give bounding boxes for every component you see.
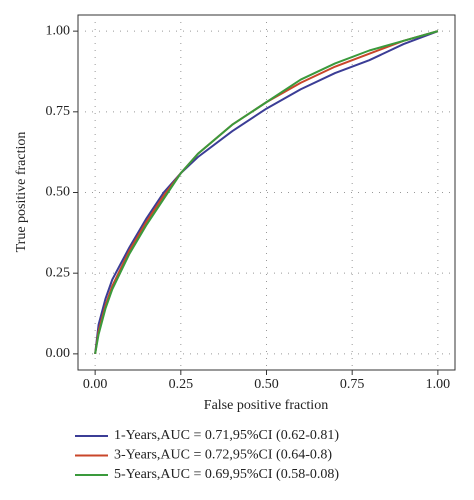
y-tick-label: 0.25	[46, 265, 71, 280]
y-tick-label: 1.00	[46, 23, 71, 38]
y-tick-label: 0.50	[46, 185, 71, 200]
x-axis-title: False positive fraction	[204, 398, 328, 413]
legend-label: 3-Years,AUC = 0.72,95%CI (0.64-0.8)	[114, 448, 332, 463]
y-axis-title: True positive fraction	[14, 132, 29, 253]
legend-label: 1-Years,AUC = 0.71,95%CI (0.62-0.81)	[114, 428, 339, 443]
roc-curve	[94, 30, 439, 355]
x-tick-label: 0.75	[340, 377, 365, 392]
y-tick-label: 0.00	[46, 346, 71, 361]
legend-label: 5-Years,AUC = 0.69,95%CI (0.58-0.08)	[114, 467, 339, 482]
y-tick-label: 0.75	[46, 104, 71, 119]
x-tick-label: 0.50	[254, 377, 279, 392]
x-tick-label: 0.25	[169, 377, 194, 392]
x-tick-label: 0.00	[83, 377, 108, 392]
x-tick-label: 1.00	[426, 377, 451, 392]
roc-curve	[94, 30, 439, 354]
